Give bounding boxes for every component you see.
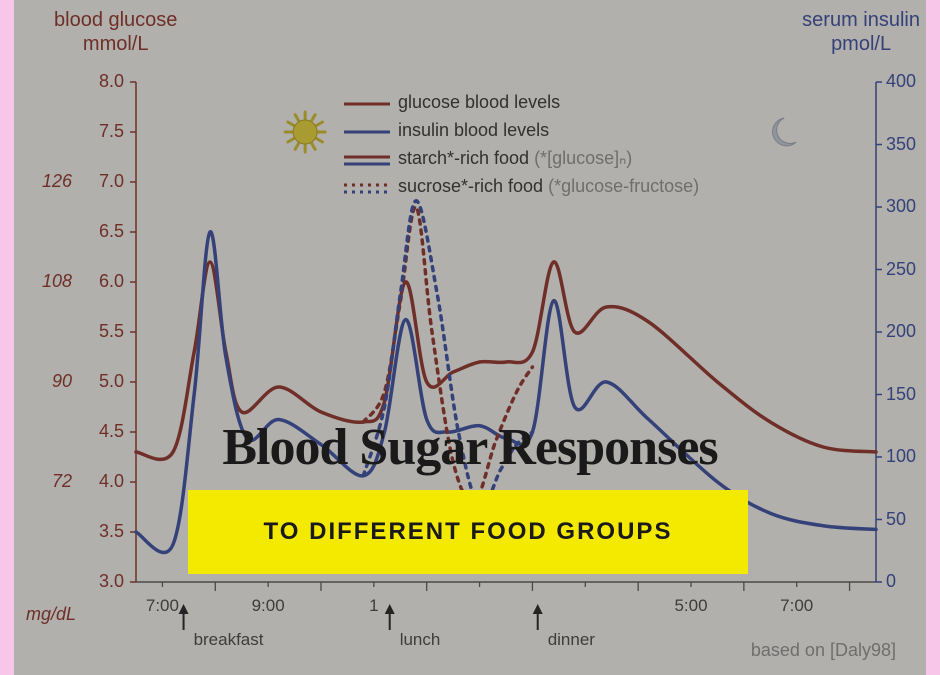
main-title: Blood Sugar Responses [0, 418, 940, 477]
y-right-tick: 0 [886, 571, 936, 592]
meal-label: dinner [548, 630, 595, 650]
meal-label: lunch [400, 630, 441, 650]
y-left-alt-tick: 126 [32, 171, 72, 192]
legend-item: glucose blood levels [398, 92, 560, 113]
y-right-tick: 200 [886, 321, 936, 342]
attribution-text: based on [Daly98] [751, 640, 896, 661]
x-tick: 7:00 [773, 596, 821, 616]
y-left-alt-tick: 90 [32, 371, 72, 392]
x-tick: 7:00 [138, 596, 186, 616]
meal-label: breakfast [194, 630, 264, 650]
y-left-tick: 3.5 [84, 521, 124, 542]
y-right-tick: 350 [886, 134, 936, 155]
legend-item: sucrose*-rich food (*glucose-fructose) [398, 176, 699, 197]
y-left-tick: 5.5 [84, 321, 124, 342]
y-right-tick: 250 [886, 259, 936, 280]
y-left-tick: 6.5 [84, 221, 124, 242]
y-left-tick: 7.5 [84, 121, 124, 142]
y-right-tick: 50 [886, 509, 936, 530]
y-right-tick: 150 [886, 384, 936, 405]
legend-item: insulin blood levels [398, 120, 549, 141]
y-left-alt-tick: 108 [32, 271, 72, 292]
y-right-tick: 300 [886, 196, 936, 217]
x-tick: 5:00 [667, 596, 715, 616]
y-left-tick: 8.0 [84, 71, 124, 92]
y-right-tick: 400 [886, 71, 936, 92]
y-left-tick: 3.0 [84, 571, 124, 592]
x-tick: 9:00 [244, 596, 292, 616]
mgdl-label: mg/dL [26, 604, 76, 625]
y-left-tick: 5.0 [84, 371, 124, 392]
legend-item: starch*-rich food (*[glucose]ₙ) [398, 148, 632, 169]
y-left-tick: 7.0 [84, 171, 124, 192]
x-tick: 1 [350, 596, 398, 616]
y-left-tick: 6.0 [84, 271, 124, 292]
subtitle-box: TO DIFFERENT FOOD GROUPS [188, 490, 748, 574]
